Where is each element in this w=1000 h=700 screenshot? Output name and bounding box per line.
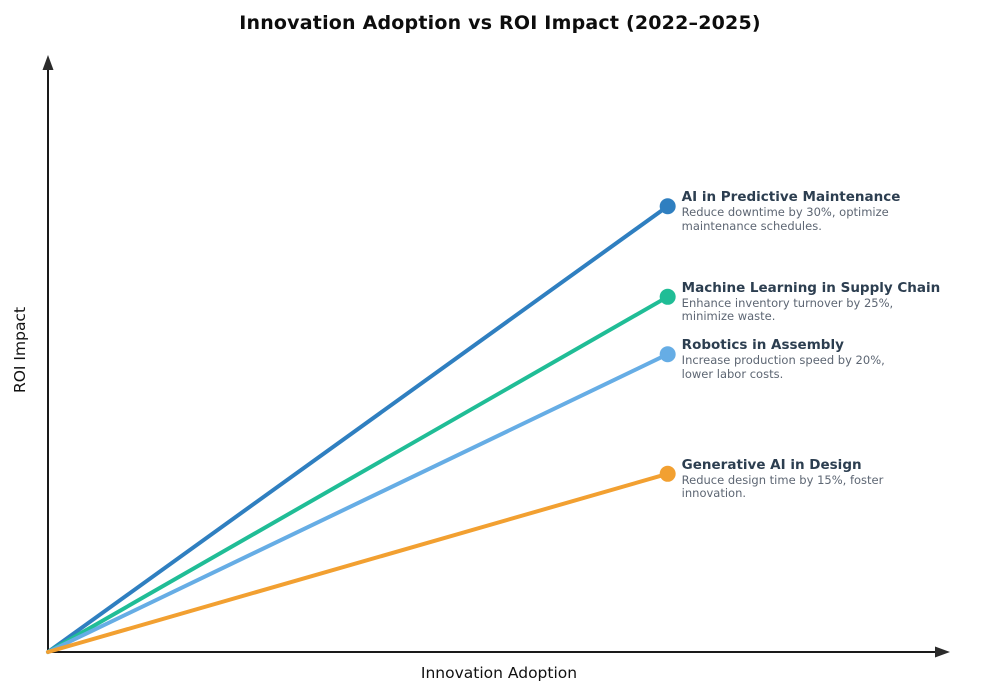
series-label-description-line: Enhance inventory turnover by 25%, <box>681 295 894 310</box>
series-label-description-line: innovation. <box>681 486 747 501</box>
series-label-machine-learning-in-supply-chain: Machine Learning in Supply Chain Enhance … <box>682 280 962 324</box>
x-axis-arrowhead-icon <box>935 646 950 658</box>
series-label-title: AI in Predictive Maintenance <box>681 189 901 206</box>
series-label-description: Reduce downtime by 30%, optimize maintena… <box>682 206 962 233</box>
series-label-description: Increase production speed by 20%, lower l… <box>682 354 962 381</box>
series-line-ai-in-predictive-maintenance <box>46 204 670 654</box>
y-axis-arrowhead-icon <box>42 55 54 70</box>
series-label-description-line: Reduce downtime by 30%, optimize <box>681 205 889 220</box>
series-line-robotics-in-assembly <box>46 352 670 654</box>
series-endpoint-dot-robotics-in-assembly <box>659 346 676 363</box>
series-line-generative-ai-in-design <box>46 471 670 654</box>
series-label-robotics-in-assembly: Robotics in Assembly Increase production … <box>682 337 962 381</box>
series-endpoint-dot-ai-in-predictive-maintenance <box>659 198 676 215</box>
series-label-generative-ai-in-design: Generative AI in Design Reduce design tim… <box>682 457 962 501</box>
y-axis-label: ROI Impact <box>11 306 29 394</box>
series-label-description-line: Reduce design time by 15%, foster <box>681 472 884 487</box>
series-endpoint-dot-machine-learning-in-supply-chain <box>659 288 676 305</box>
series-label-description-line: minimize waste. <box>681 309 776 324</box>
series-label-description-line: Increase production speed by 20%, <box>681 353 885 368</box>
series-endpoint-dot-generative-ai-in-design <box>659 465 676 482</box>
series-label-ai-in-predictive-maintenance: AI in Predictive Maintenance Reduce downt… <box>682 189 962 233</box>
series-label-title: Robotics in Assembly <box>681 337 844 354</box>
series-label-description-line: maintenance schedules. <box>681 218 822 233</box>
series-label-description: Enhance inventory turnover by 25%, minimi… <box>681 295 962 324</box>
x-axis-label: Innovation Adoption <box>420 664 578 682</box>
series-label-title: Generative AI in Design <box>681 456 862 473</box>
series-label-title: Machine Learning in Supply Chain <box>681 279 941 296</box>
series-label-description: Reduce design time by 15%, foster innovat… <box>681 472 962 501</box>
series-line-machine-learning-in-supply-chain <box>46 294 670 654</box>
series-label-description-line: lower labor costs. <box>681 366 784 381</box>
chart-title: Innovation Adoption vs ROI Impact (2022–… <box>239 12 761 34</box>
